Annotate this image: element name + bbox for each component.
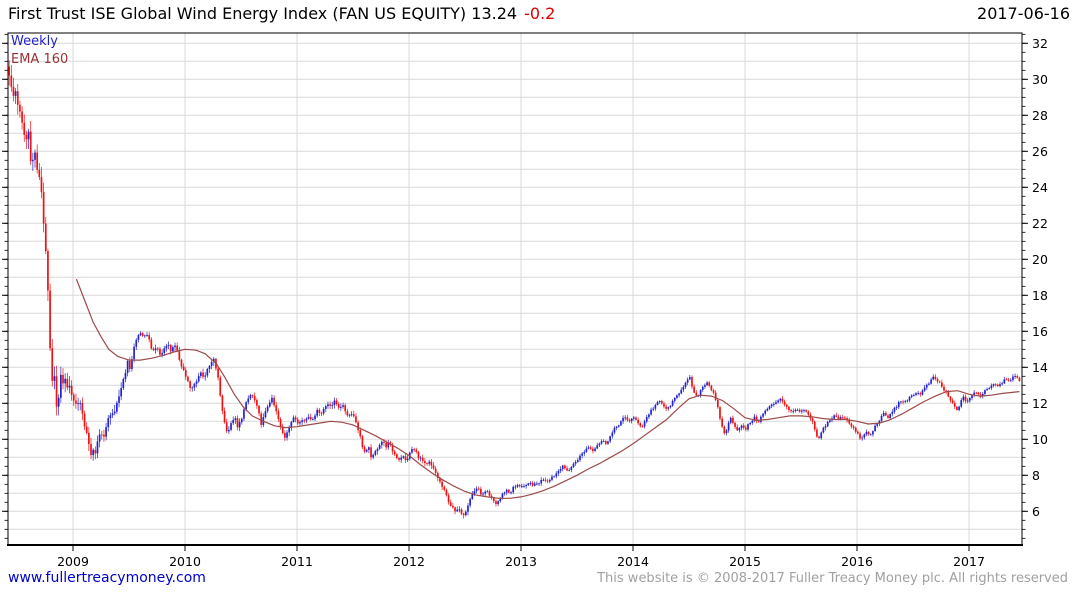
svg-text:14: 14 [1032,360,1048,375]
svg-text:18: 18 [1032,288,1048,303]
website-link[interactable]: www.fullertreacymoney.com [8,570,206,586]
chart-title: First Trust ISE Global Wind Energy Index… [8,4,518,23]
svg-text:6: 6 [1032,504,1040,519]
page-footer: www.fullertreacymoney.com This website i… [8,570,1068,586]
chart-legend: Weekly EMA 160 [11,33,68,69]
svg-text:30: 30 [1032,72,1048,87]
svg-text:22: 22 [1032,216,1048,231]
svg-text:2012: 2012 [393,554,425,569]
chart-title-block: First Trust ISE Global Wind Energy Index… [8,4,555,23]
svg-text:32: 32 [1032,36,1048,51]
svg-text:12: 12 [1032,396,1048,411]
svg-text:2016: 2016 [841,554,873,569]
svg-text:28: 28 [1032,108,1048,123]
copyright-text: This website is © 2008-2017 Fuller Treac… [597,571,1068,586]
svg-text:2014: 2014 [617,554,649,569]
svg-text:24: 24 [1032,180,1048,195]
svg-text:8: 8 [1032,468,1040,483]
svg-text:2010: 2010 [169,554,201,569]
title-row: First Trust ISE Global Wind Energy Index… [8,4,1070,23]
timeframe-label: Weekly [11,34,58,49]
svg-text:2009: 2009 [57,554,89,569]
svg-text:2015: 2015 [729,554,761,569]
svg-text:20: 20 [1032,252,1048,267]
svg-text:26: 26 [1032,144,1048,159]
svg-text:16: 16 [1032,324,1048,339]
svg-text:10: 10 [1032,432,1048,447]
svg-text:2013: 2013 [505,554,537,569]
svg-text:2011: 2011 [281,554,313,569]
price-change: -0.2 [524,4,556,23]
chart-date: 2017-06-16 [977,4,1070,23]
ema-overlay-label: EMA 160 [11,52,69,67]
svg-text:2017: 2017 [953,554,985,569]
